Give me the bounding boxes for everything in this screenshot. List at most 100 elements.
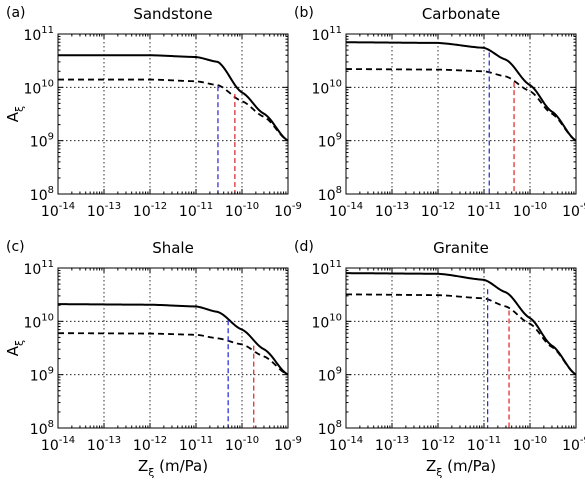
plot-frame	[57, 267, 289, 429]
y-tick-label-exponent: 8	[336, 419, 342, 430]
x-tick-label-base: 10	[513, 438, 531, 454]
y-tick-label-exponent: 11	[41, 25, 54, 36]
y-tick-label-base: 10	[318, 369, 336, 385]
y-tick-label-base: 10	[23, 81, 41, 97]
x-tick-label-exponent: -14	[347, 201, 363, 212]
y-tick-label-base: 10	[318, 188, 336, 204]
x-tick-label-base: 10	[467, 438, 485, 454]
x-axis-label-main: Z	[426, 457, 436, 475]
x-tick-label-base: 10	[375, 204, 393, 220]
x-tick-label-base: 10	[133, 438, 151, 454]
x-tick-label: 10-13	[87, 435, 121, 454]
y-tick-label: 108	[30, 419, 54, 438]
x-axis-label-sub: ξ	[148, 466, 154, 479]
y-tick-label: 109	[30, 132, 54, 151]
y-axis-label-main: A	[4, 111, 22, 122]
x-axis-label-main: Z	[138, 457, 148, 475]
panel-title: Shale	[152, 239, 194, 257]
y-tick-label-base: 10	[311, 28, 329, 44]
x-tick-label-exponent: -14	[59, 435, 75, 446]
y-tick-label: 109	[30, 366, 54, 385]
y-tick-label: 1010	[311, 78, 342, 97]
y-tick-label-base: 10	[318, 422, 336, 438]
y-tick-label: 108	[318, 185, 342, 204]
y-tick-label: 108	[30, 185, 54, 204]
x-axis-label: Zξ (m/Pa)	[138, 457, 208, 479]
x-tick-label: 10-11	[467, 435, 501, 454]
panel-letter: (c)	[6, 239, 25, 255]
x-tick-label-base: 10	[513, 204, 531, 220]
x-tick-label-exponent: -12	[151, 201, 167, 212]
y-tick-label-exponent: 11	[329, 259, 342, 270]
y-tick-label-exponent: 10	[41, 78, 54, 89]
solid-curve	[58, 54, 289, 142]
x-tick-label-base: 10	[41, 204, 59, 220]
x-tick-label-exponent: -13	[105, 435, 121, 446]
x-tick-label-exponent: -10	[531, 435, 547, 446]
x-tick-label-base: 10	[87, 204, 105, 220]
y-tick-label: 1011	[311, 259, 342, 278]
y-tick-label: 1010	[23, 312, 54, 331]
x-tick-label-exponent: -12	[439, 435, 455, 446]
y-tick-label: 1011	[23, 259, 54, 278]
y-tick-label-base: 10	[30, 188, 48, 204]
solid-curve	[346, 272, 577, 376]
y-axis-label-sub: ξ	[13, 340, 26, 346]
chart-panel-sandstone: 10-14 10-13 10-12 10-11 10-10 10-910810910101…	[4, 5, 302, 220]
dashed-curve	[345, 293, 577, 376]
plot-frame	[345, 267, 577, 429]
x-tick-label-exponent: -9	[292, 201, 302, 212]
y-axis-label: Aξ	[4, 340, 26, 356]
x-tick-label-base: 10	[225, 204, 243, 220]
x-tick-label-exponent: -12	[439, 201, 455, 212]
y-tick-label-base: 10	[30, 422, 48, 438]
x-tick-label-exponent: -13	[393, 201, 409, 212]
y-tick-label: 1010	[23, 78, 54, 97]
x-tick-label: 10-14	[329, 435, 363, 454]
x-tick-label: 10-13	[87, 201, 121, 220]
x-tick-label-exponent: -12	[151, 435, 167, 446]
x-tick-label-base: 10	[179, 204, 197, 220]
x-tick-label: 10-12	[133, 435, 167, 454]
y-tick-label-exponent: 10	[329, 78, 342, 89]
x-tick-label: 10-9	[274, 201, 302, 220]
x-tick-label: 10-12	[421, 201, 455, 220]
x-tick-label: 10-13	[375, 201, 409, 220]
x-tick-label-base: 10	[375, 438, 393, 454]
y-tick-label-exponent: 11	[329, 25, 342, 36]
x-tick-label-exponent: -13	[105, 201, 121, 212]
y-tick-label-base: 10	[30, 135, 48, 151]
x-tick-label: 10-10	[225, 201, 259, 220]
x-tick-label-base: 10	[274, 204, 292, 220]
x-tick-label-exponent: -10	[243, 435, 259, 446]
x-tick-label: 10-14	[41, 201, 75, 220]
dashed-curve	[58, 332, 289, 376]
plot-frame	[57, 33, 289, 195]
x-axis-label: Zξ (m/Pa)	[426, 457, 496, 479]
chart-panel-carbonate: 10-1410-1310-1210-1110-1010-910810910101…	[294, 5, 585, 220]
x-tick-label-base: 10	[562, 438, 580, 454]
y-tick-label-exponent: 8	[336, 185, 342, 196]
y-tick-label-base: 10	[23, 28, 41, 44]
x-tick-label: 10-11	[179, 435, 213, 454]
y-tick-label-exponent: 9	[336, 366, 342, 377]
x-tick-label-exponent: -11	[485, 201, 501, 212]
x-tick-label: 10-14	[41, 435, 75, 454]
x-tick-label-exponent: -14	[59, 201, 75, 212]
y-tick-label-base: 10	[30, 369, 48, 385]
x-tick-label: 10-11	[467, 201, 501, 220]
x-tick-label-base: 10	[421, 438, 439, 454]
panel-letter: (d)	[294, 239, 314, 255]
y-tick-label-exponent: 10	[329, 312, 342, 323]
y-tick-label: 108	[318, 419, 342, 438]
x-tick-label: 10-14	[329, 201, 363, 220]
x-tick-label-base: 10	[41, 438, 59, 454]
x-tick-label-exponent: -14	[347, 435, 363, 446]
x-tick-label: 10-9	[562, 201, 585, 220]
x-tick-label-exponent: -13	[393, 435, 409, 446]
y-tick-label: 1011	[311, 25, 342, 44]
y-axis-label-sub: ξ	[13, 106, 26, 112]
y-tick-label-exponent: 8	[48, 419, 54, 430]
chart-panel-shale: 10-14 10-13 10-12 10-11 10-10 10-910810910101…	[4, 239, 302, 479]
